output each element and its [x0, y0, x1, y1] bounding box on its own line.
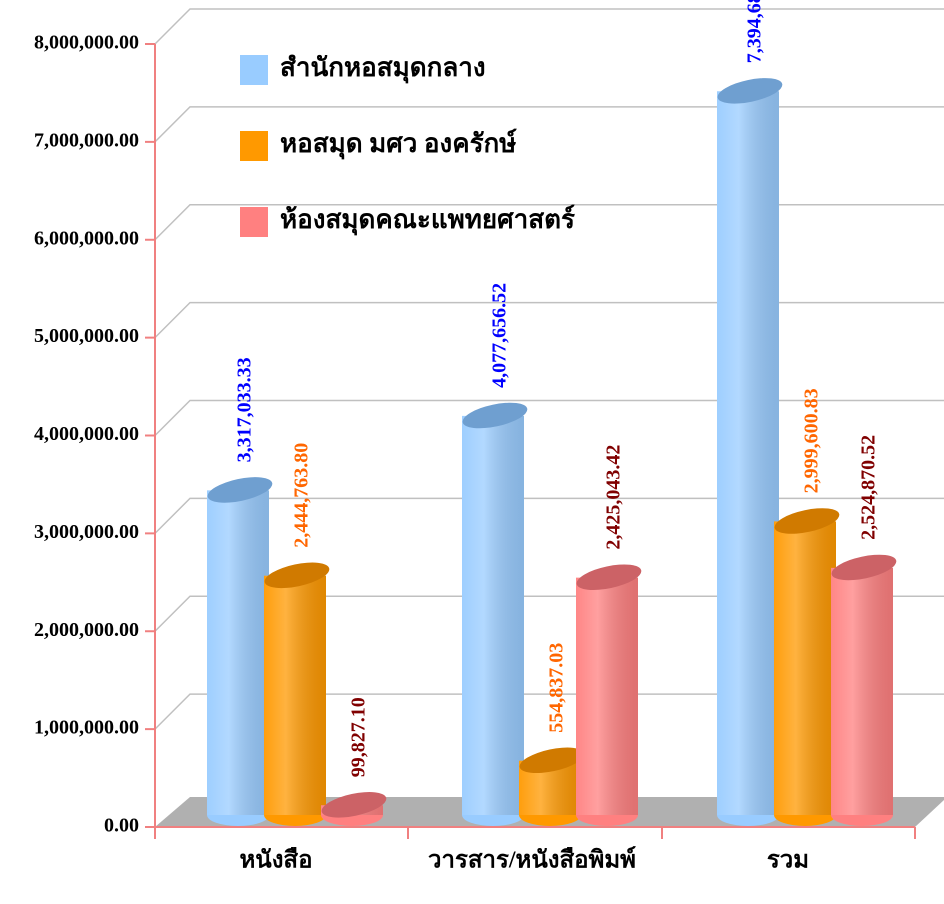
grid-line	[154, 693, 944, 730]
value-label: 554,837.03	[546, 643, 568, 733]
bar-top	[774, 508, 840, 534]
value-label: 99,827.10	[348, 697, 370, 777]
bar-top	[831, 554, 897, 581]
grid-line	[154, 301, 944, 339]
bar-shade	[576, 577, 638, 815]
grid-line	[154, 204, 944, 241]
bar-shade	[264, 575, 326, 815]
bar-top	[321, 792, 387, 818]
bar-top	[264, 562, 330, 589]
value-label: 2,524,870.52	[858, 435, 880, 540]
bar	[264, 562, 330, 826]
y-tick-label: 2,000,000.00	[34, 619, 139, 641]
y-tick-label: 6,000,000.00	[34, 227, 139, 249]
y-tick-label: 3,000,000.00	[34, 521, 139, 543]
bar-top	[717, 78, 783, 104]
value-label: 7,394,689.85	[744, 0, 766, 63]
y-tick-label: 8,000,000.00	[34, 32, 139, 54]
y-tick-label: 4,000,000.00	[34, 423, 139, 445]
bar	[519, 747, 585, 826]
grid-line	[154, 595, 944, 632]
legend-label: สำนักหอสมุดกลาง	[280, 53, 486, 84]
legend-swatch	[240, 55, 268, 85]
bar-top	[576, 564, 642, 590]
y-tick-label: 1,000,000.00	[34, 717, 139, 739]
legend-label: ห้องสมุดคณะแพทยศาสตร์	[280, 204, 575, 236]
grid-line	[154, 106, 944, 143]
legend-label: หอสมุด มศว องครักษ์	[280, 128, 517, 160]
value-label: 2,425,043.42	[603, 445, 625, 550]
bar-top	[519, 747, 585, 774]
bar-shade	[774, 521, 836, 815]
bar	[717, 78, 783, 826]
x-tick-label: วารสาร/หนังสือพิมพ์	[428, 846, 636, 874]
bar	[462, 402, 528, 826]
legend-swatch	[240, 131, 268, 161]
bar	[831, 554, 897, 826]
bar-shade	[207, 490, 269, 815]
value-label: 3,317,033.33	[234, 357, 256, 462]
y-tick-label: 0.00	[104, 815, 139, 837]
bar	[207, 477, 273, 826]
value-label: 4,077,656.52	[489, 283, 511, 388]
bar	[774, 508, 840, 826]
bar-top	[207, 477, 273, 503]
bar	[321, 792, 387, 826]
grid-line	[154, 399, 944, 437]
bar	[576, 564, 642, 826]
y-tick-label: 5,000,000.00	[34, 325, 139, 347]
y-tick-label: 7,000,000.00	[34, 129, 139, 151]
bar-shade	[462, 415, 524, 815]
legend-swatch	[240, 207, 268, 237]
value-label: 2,444,763.80	[291, 443, 313, 548]
bar-shade	[717, 91, 779, 815]
bar-shade	[831, 567, 893, 815]
bar-top	[462, 402, 528, 429]
x-tick-label: รวม	[767, 848, 809, 874]
value-label: 2,999,600.83	[801, 388, 823, 493]
grid-line	[154, 8, 944, 45]
x-tick-label: หนังสือ	[239, 847, 312, 874]
grid-line	[154, 497, 944, 534]
